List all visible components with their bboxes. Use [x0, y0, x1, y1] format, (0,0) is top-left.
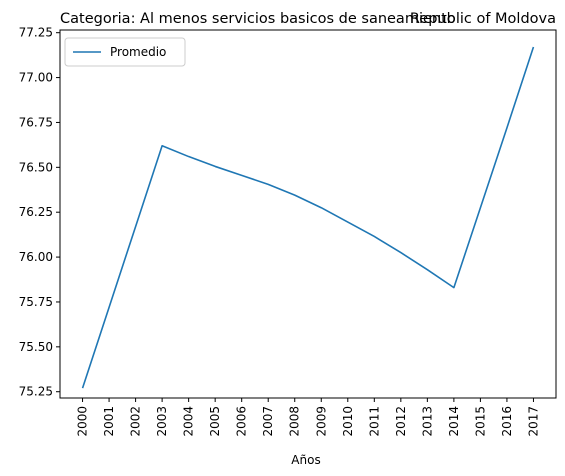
series-line [81, 46, 535, 389]
y-tick-label: 75.25 [19, 385, 53, 399]
x-axis-label: Años [291, 453, 320, 467]
y-tick-label: 76.25 [19, 205, 53, 219]
y-tick-label: 77.25 [19, 26, 53, 40]
y-tick-label: 75.75 [19, 295, 53, 309]
x-tick-label: 2011 [367, 406, 381, 437]
legend-label: Promedio [110, 45, 166, 59]
x-tick-label: 2005 [208, 406, 222, 437]
plot-frame [59, 29, 557, 399]
y-tick-label: 75.50 [19, 340, 53, 354]
x-tick-label: 2008 [288, 406, 302, 437]
x-tick-label: 2015 [473, 406, 487, 437]
x-tick-label: 2009 [314, 406, 328, 437]
x-tick-label: 2013 [420, 406, 434, 437]
x-tick-label: 2010 [341, 406, 355, 437]
y-tick-label: 76.75 [19, 115, 53, 129]
x-tick-label: 2007 [261, 406, 275, 437]
x-tick-label: 2016 [500, 406, 514, 437]
legend-box [64, 37, 186, 67]
chart-title: Categoria: Al menos servicios basicos de… [60, 11, 456, 27]
x-tick-label: 2017 [526, 406, 540, 437]
x-tick-label: 2002 [129, 406, 143, 437]
x-axis: 2000 2001 2002 2003 2004 2005 2006 2007 2008 2009… [76, 398, 540, 437]
x-tick-label: 2001 [102, 406, 116, 437]
x-tick-label: 2006 [235, 406, 249, 437]
x-tick-label: 2012 [394, 406, 408, 437]
y-tick-label: 77.00 [19, 71, 53, 85]
x-tick-label: 2014 [447, 406, 461, 437]
chart-subtitle: Republic of Moldova [410, 11, 556, 27]
x-tick-label: 2003 [155, 406, 169, 437]
legend: Promedio [64, 37, 186, 67]
y-tick-label: 76.00 [19, 250, 53, 264]
x-tick-label: 2000 [76, 406, 90, 437]
y-tick-label: 76.50 [19, 160, 53, 174]
x-tick-label: 2004 [182, 406, 196, 437]
plot-area [59, 29, 557, 399]
series-layer [81, 46, 535, 389]
y-axis: 75.25 75.50 75.75 76.00 76.25 76.50 76.75 77.00… [19, 26, 60, 399]
